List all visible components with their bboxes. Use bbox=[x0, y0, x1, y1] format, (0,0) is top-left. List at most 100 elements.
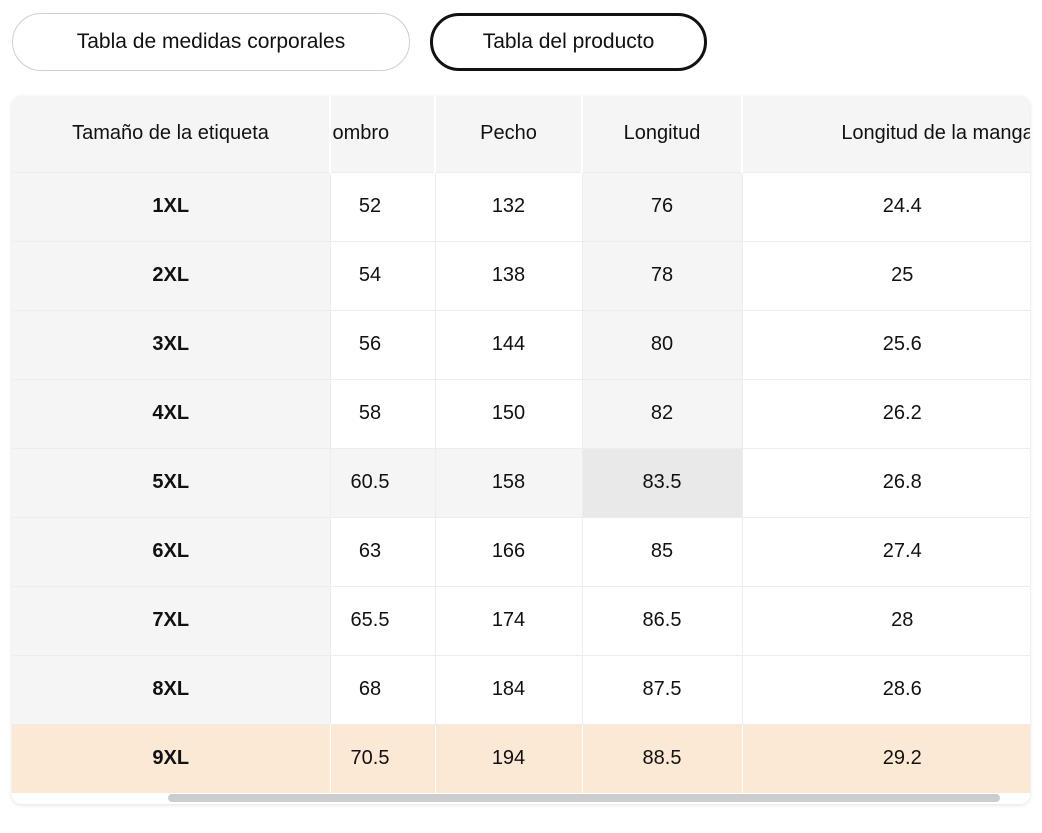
measurement-value: 25 bbox=[891, 264, 914, 286]
measurement-value: 194 bbox=[491, 747, 526, 770]
measurement-cell[interactable]: 138 bbox=[435, 241, 583, 311]
measurement-cell[interactable]: 166 bbox=[435, 517, 583, 587]
measurement-cell[interactable]: 65.5 bbox=[330, 586, 436, 656]
column-header-0: Tamaño de la etiqueta bbox=[12, 96, 331, 173]
measurement-cell[interactable]: 85 bbox=[582, 517, 743, 587]
size-label-cell[interactable]: 7XL bbox=[12, 586, 331, 656]
measurement-cell[interactable]: 194 bbox=[435, 724, 583, 793]
measurement-cell[interactable]: 184 bbox=[435, 655, 583, 725]
measurement-cell[interactable]: 132 bbox=[435, 172, 583, 242]
measurement-value: 85 bbox=[650, 540, 674, 562]
table-row-3XL: 3XL 56 144 80 25.6 bbox=[12, 310, 1030, 380]
measurement-cell[interactable]: 76 bbox=[582, 172, 743, 242]
table-row-5XL: 5XL 60.5 158 83.5 26.8 bbox=[12, 448, 1030, 518]
size-label-cell[interactable]: 5XL bbox=[12, 448, 331, 518]
measurement-cell[interactable]: 52 bbox=[330, 172, 436, 242]
table-row-2XL: 2XL 54 138 78 25 bbox=[12, 241, 1030, 311]
size-table-card: Tamaño de la etiqueta Hombro Pecho Longitud… bbox=[12, 96, 1030, 804]
measurement-value: 68 bbox=[358, 678, 382, 700]
size-label: 2XL bbox=[152, 264, 190, 286]
measurement-cell[interactable]: 83.5 bbox=[582, 448, 743, 518]
measurement-value: 166 bbox=[491, 540, 526, 562]
measurement-cell[interactable]: 86.5 bbox=[582, 586, 743, 656]
measurement-value: 88.5 bbox=[642, 747, 682, 770]
measurement-cell[interactable]: 150 bbox=[435, 379, 583, 449]
measurement-value: 184 bbox=[491, 678, 526, 700]
measurement-value: 87.5 bbox=[642, 678, 682, 700]
size-label-cell[interactable]: 6XL bbox=[12, 517, 331, 587]
measurement-cell[interactable]: 87.5 bbox=[582, 655, 743, 725]
size-label: 7XL bbox=[152, 609, 190, 631]
measurement-cell[interactable]: 28 bbox=[742, 586, 1030, 656]
measurement-value: 29.2 bbox=[882, 747, 922, 770]
size-label: 5XL bbox=[152, 471, 190, 493]
tab-body-measurements[interactable]: Tabla de medidas corporales bbox=[12, 13, 410, 71]
measurement-cell[interactable]: 60.5 bbox=[330, 448, 436, 518]
table-row-7XL: 7XL 65.5 174 86.5 28 bbox=[12, 586, 1030, 656]
column-header-label: Hombro bbox=[330, 122, 390, 145]
measurement-cell[interactable]: 158 bbox=[435, 448, 583, 518]
measurement-cell[interactable]: 70.5 bbox=[330, 724, 436, 793]
column-header-4: Longitud de la manga bbox=[742, 96, 1030, 173]
measurement-value: 56 bbox=[358, 333, 382, 355]
size-label: 1XL bbox=[152, 195, 190, 217]
measurement-cell[interactable]: 58 bbox=[330, 379, 436, 449]
measurement-value: 26.8 bbox=[882, 471, 922, 493]
measurement-cell[interactable]: 56 bbox=[330, 310, 436, 380]
measurement-cell[interactable]: 27.4 bbox=[742, 517, 1030, 587]
horizontal-scrollbar-track[interactable] bbox=[12, 793, 1030, 804]
measurement-cell[interactable]: 78 bbox=[582, 241, 743, 311]
size-chart-tabs: Tabla de medidas corporales Tabla del pr… bbox=[12, 13, 1030, 71]
measurement-value: 70.5 bbox=[350, 747, 390, 770]
measurement-cell[interactable]: 63 bbox=[330, 517, 436, 587]
measurement-cell[interactable]: 25 bbox=[742, 241, 1030, 311]
measurement-value: 132 bbox=[491, 195, 526, 217]
measurement-cell[interactable]: 88.5 bbox=[582, 724, 743, 793]
measurement-cell[interactable]: 24.4 bbox=[742, 172, 1030, 242]
measurement-cell[interactable]: 144 bbox=[435, 310, 583, 380]
size-label: 8XL bbox=[152, 678, 190, 700]
column-header-label: Longitud bbox=[623, 122, 701, 145]
column-header-label: Longitud de la manga bbox=[841, 122, 1030, 145]
tab-product-table[interactable]: Tabla del producto bbox=[430, 13, 707, 71]
measurement-cell[interactable]: 54 bbox=[330, 241, 436, 311]
measurement-value: 27.4 bbox=[882, 540, 922, 562]
column-header-2: Pecho bbox=[435, 96, 583, 173]
measurement-value: 144 bbox=[491, 333, 526, 355]
measurement-cell[interactable]: 82 bbox=[582, 379, 743, 449]
measurement-value: 138 bbox=[491, 264, 526, 286]
measurement-cell[interactable]: 26.2 bbox=[742, 379, 1030, 449]
measurement-value: 158 bbox=[491, 471, 526, 493]
size-label-cell[interactable]: 4XL bbox=[12, 379, 331, 449]
measurement-value: 58 bbox=[358, 402, 382, 424]
measurement-value: 24.4 bbox=[882, 195, 922, 217]
size-label: 4XL bbox=[152, 402, 190, 424]
size-label-cell[interactable]: 9XL bbox=[12, 724, 331, 793]
size-label-cell[interactable]: 1XL bbox=[12, 172, 331, 242]
measurement-cell[interactable]: 26.8 bbox=[742, 448, 1030, 518]
column-header-label: Pecho bbox=[480, 122, 537, 145]
size-label: 9XL bbox=[152, 747, 190, 770]
measurement-value: 150 bbox=[491, 402, 526, 424]
column-header-3: Longitud bbox=[582, 96, 743, 173]
measurement-cell[interactable]: 68 bbox=[330, 655, 436, 725]
measurement-cell[interactable]: 28.6 bbox=[742, 655, 1030, 725]
measurement-value: 54 bbox=[358, 264, 382, 286]
measurement-cell[interactable]: 25.6 bbox=[742, 310, 1030, 380]
measurement-value: 174 bbox=[491, 609, 526, 631]
measurement-cell[interactable]: 29.2 bbox=[742, 724, 1030, 793]
header-row: Tamaño de la etiqueta Hombro Pecho Longitud… bbox=[12, 96, 1030, 173]
measurement-cell[interactable]: 174 bbox=[435, 586, 583, 656]
size-label-cell[interactable]: 3XL bbox=[12, 310, 331, 380]
size-label-cell[interactable]: 8XL bbox=[12, 655, 331, 725]
size-label-cell[interactable]: 2XL bbox=[12, 241, 331, 311]
horizontal-scrollbar-thumb[interactable] bbox=[168, 794, 1000, 802]
measurement-value: 80 bbox=[650, 333, 674, 355]
table-row-6XL: 6XL 63 166 85 27.4 bbox=[12, 517, 1030, 587]
column-header-label: Tamaño de la etiqueta bbox=[72, 122, 269, 145]
measurement-cell[interactable]: 80 bbox=[582, 310, 743, 380]
measurement-value: 60.5 bbox=[350, 471, 390, 493]
table-row-4XL: 4XL 58 150 82 26.2 bbox=[12, 379, 1030, 449]
measurement-value: 63 bbox=[358, 540, 382, 562]
measurement-value: 28.6 bbox=[882, 678, 922, 700]
